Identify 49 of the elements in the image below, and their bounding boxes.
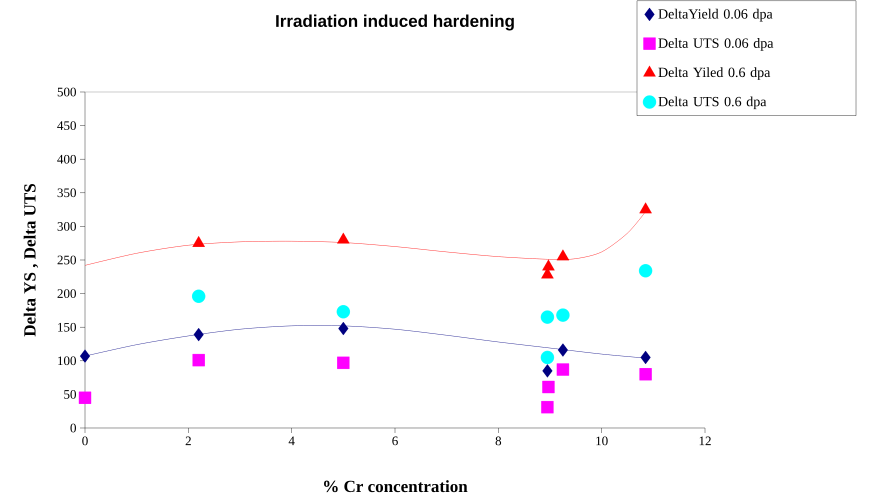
point (542, 260, 555, 270)
point (558, 343, 568, 357)
y-tick-label: 50 (64, 390, 76, 399)
y-tick-label: 150 (58, 322, 76, 332)
y-tick-label: 300 (58, 222, 76, 231)
x-tick-label: 0 (82, 436, 88, 446)
point (78, 392, 92, 404)
y-axis-title: Delta YS , Delta UTS (24, 184, 38, 336)
point (337, 232, 350, 244)
x-tick-label: 2 (186, 436, 191, 446)
y-tick-label: 400 (57, 154, 76, 164)
point (540, 310, 554, 324)
point (639, 368, 652, 380)
x-tick-label: 6 (392, 436, 398, 446)
y-tick-label: 100 (58, 356, 76, 366)
point (556, 363, 570, 376)
point (338, 322, 348, 336)
point (337, 356, 350, 370)
point (540, 350, 554, 364)
legend-label: DeltaYield 0.06 dpa (658, 8, 773, 22)
point (80, 349, 90, 363)
point (192, 236, 205, 247)
point (541, 400, 554, 414)
point (542, 380, 555, 394)
point (556, 308, 570, 322)
point (192, 290, 206, 303)
point (556, 249, 570, 260)
y-tick-label: 250 (58, 256, 76, 264)
legend-label: Delta Yiled 0.6 dpa (658, 67, 770, 80)
y-tick-label: 450 (57, 121, 76, 130)
point (638, 264, 652, 278)
point (194, 328, 204, 342)
legend-label: Delta UTS 0.06 dpa (658, 38, 774, 51)
y-tick-label: 500 (58, 88, 76, 96)
legend-label: Delta UTS 0.6 dpa (658, 96, 766, 110)
y-tick-label: 200 (58, 289, 76, 298)
chart-title: Irradiation induced hardening (276, 14, 514, 30)
y-tick-label: 0 (70, 424, 76, 432)
x-tick-label: 12 (700, 436, 711, 446)
point (640, 350, 651, 364)
x-tick-label: 10 (596, 436, 608, 446)
x-tick-label: 4 (288, 436, 295, 446)
point (639, 202, 652, 214)
x-axis-title: % Cr concentration (324, 480, 468, 492)
point (336, 305, 350, 318)
x-tick-label: 8 (496, 436, 502, 446)
point (192, 354, 205, 366)
y-tick-label: 350 (58, 188, 76, 198)
point (542, 364, 552, 378)
